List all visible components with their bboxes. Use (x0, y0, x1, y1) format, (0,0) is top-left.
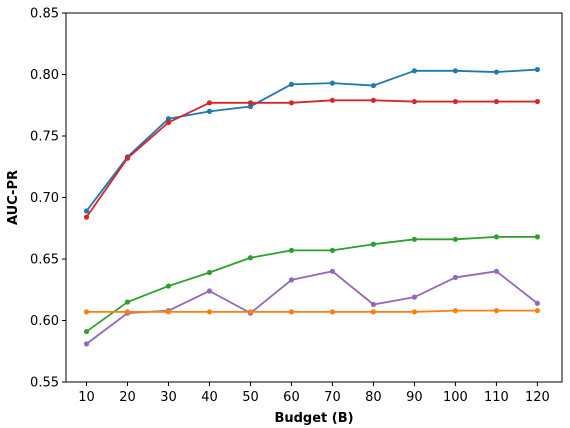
data-point (411, 98, 418, 105)
y-tick-label: 0.80 (30, 68, 59, 83)
data-point (329, 80, 336, 86)
data-point (124, 309, 131, 315)
data-point (370, 241, 377, 247)
data-point (534, 234, 541, 240)
x-tick-label: 70 (324, 390, 341, 405)
series-0 (83, 66, 541, 214)
y-tick-label: 0.65 (30, 253, 59, 268)
series-line (85, 68, 538, 212)
series-line (85, 235, 538, 333)
y-tick-label: 0.75 (30, 130, 59, 145)
data-point (288, 309, 295, 315)
data-point (534, 98, 541, 105)
data-point (206, 309, 213, 315)
data-point (288, 100, 295, 106)
data-point (370, 301, 377, 308)
y-tick-label: 0.60 (30, 314, 59, 329)
data-point (247, 100, 254, 106)
x-tick-label: 120 (525, 390, 550, 405)
data-point (329, 97, 336, 103)
data-point (83, 341, 90, 347)
y-tick-label: 0.55 (30, 376, 59, 391)
data-point (370, 82, 377, 89)
y-tick-label: 0.85 (30, 7, 59, 22)
y-tick-label: 0.70 (30, 191, 59, 206)
x-tick-label: 110 (484, 390, 509, 405)
data-point (411, 294, 418, 300)
data-point (165, 283, 172, 289)
data-point (206, 100, 213, 106)
x-tick-label: 60 (283, 390, 300, 405)
data-point (124, 299, 131, 305)
x-axis-title: Budget (B) (274, 411, 353, 426)
series-4 (83, 308, 541, 315)
series-line (85, 270, 538, 345)
data-point (247, 255, 254, 261)
data-point (329, 309, 336, 315)
data-point (288, 247, 295, 253)
data-point (493, 234, 500, 240)
data-point (534, 308, 541, 314)
x-tick-label: 10 (78, 390, 95, 405)
data-point (370, 309, 377, 315)
data-point (534, 300, 541, 306)
data-point (247, 309, 254, 315)
data-point (493, 98, 500, 105)
series-layer (83, 66, 541, 347)
data-point (124, 155, 131, 161)
data-point (288, 277, 295, 283)
data-point (493, 268, 500, 274)
x-tick-label: 40 (201, 390, 218, 405)
data-point (206, 108, 213, 114)
data-point (493, 69, 500, 75)
data-point (83, 214, 90, 220)
x-tick-label: 20 (119, 390, 136, 405)
data-point (452, 308, 459, 314)
data-point (493, 308, 500, 314)
data-point (452, 274, 459, 281)
x-tick-label: 100 (443, 390, 468, 405)
series-2 (83, 234, 541, 335)
data-point (206, 288, 213, 294)
data-point (83, 309, 90, 315)
data-point (329, 247, 336, 253)
data-point (452, 98, 459, 105)
x-tick-label: 80 (365, 390, 382, 405)
data-point (534, 66, 541, 73)
y-axis-title: AUC-PR (6, 170, 21, 225)
data-point (411, 68, 418, 74)
data-point (165, 309, 172, 315)
y-axis-ticks: 0.55 0.60 0.65 0.70 0.75 0.80 0.85 (30, 7, 66, 391)
plot-frame (65, 12, 563, 383)
x-tick-label: 30 (160, 390, 177, 405)
data-point (165, 116, 172, 122)
data-point (452, 68, 459, 74)
data-point (83, 208, 90, 214)
x-tick-label: 50 (242, 390, 259, 405)
series-3 (83, 268, 541, 347)
data-point (83, 328, 90, 335)
data-point (329, 268, 336, 274)
data-point (411, 309, 418, 315)
x-axis-ticks: 10 20 30 40 50 60 70 80 90 100 110 120 (78, 382, 550, 405)
data-point (206, 269, 213, 276)
series-1 (83, 97, 541, 220)
data-point (370, 97, 377, 103)
data-point (288, 81, 295, 87)
series-line (86, 309, 538, 313)
series-line (85, 99, 538, 218)
data-point (452, 236, 459, 242)
data-point (411, 236, 418, 242)
x-tick-label: 90 (406, 390, 423, 405)
data-point (165, 119, 172, 126)
data-point (247, 103, 254, 110)
